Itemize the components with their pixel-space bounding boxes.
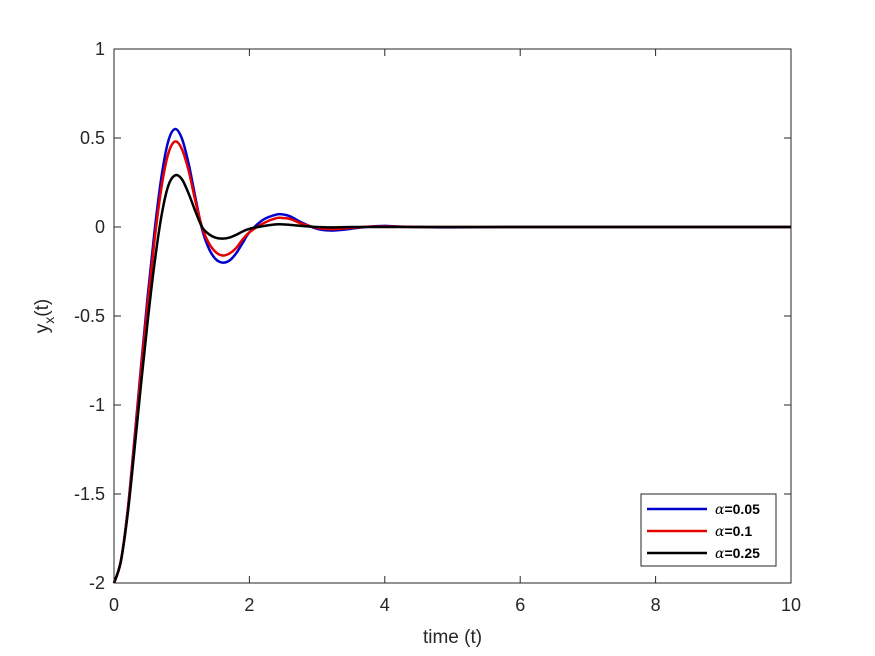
x-tick-label: 6 [515,595,525,615]
y-tick-label: 0 [95,217,105,237]
x-tick-label: 4 [380,595,390,615]
y-tick-label: -1.5 [74,484,105,504]
y-axis-label-main: y [32,323,53,333]
y-tick-label: 1 [95,39,105,59]
y-axis-label: yx(t) [32,299,57,333]
plot-frame [113,48,792,584]
series-lines [112,127,791,584]
legend-alpha-symbol: α [715,524,725,540]
legend-value: =0.1 [724,523,752,539]
legend-label-2: α=0.1 [715,523,752,540]
legend-value: =0.05 [724,501,760,517]
legend-alpha-symbol: α [715,502,725,518]
x-tick-label: 10 [781,595,801,615]
y-tick-label: -2 [89,573,105,593]
x-tick-label: 8 [651,595,661,615]
y-tick-label: 0.5 [80,128,105,148]
x-tick-label: 0 [109,595,119,615]
legend-label-3: α=0.25 [715,545,760,562]
series-line-3 [112,173,791,584]
legend-value: =0.25 [724,545,760,561]
y-axis-label-sub: x [41,317,57,324]
y-axis-label-suffix: (t) [32,299,53,317]
x-axis-label: time (t) [423,627,482,648]
x-tick-label: 2 [244,595,254,615]
y-tick-label: -0.5 [74,306,105,326]
legend-alpha-symbol: α [715,546,725,562]
legend-label-1: α=0.05 [715,501,760,518]
legend: α=0.05α=0.1α=0.25 [640,493,777,567]
tick-labels: 0 2 4 6 8 10 -2 -1.5 -1 -0.5 0 0.5 1 [74,39,801,615]
y-tick-label: -1 [89,395,105,415]
